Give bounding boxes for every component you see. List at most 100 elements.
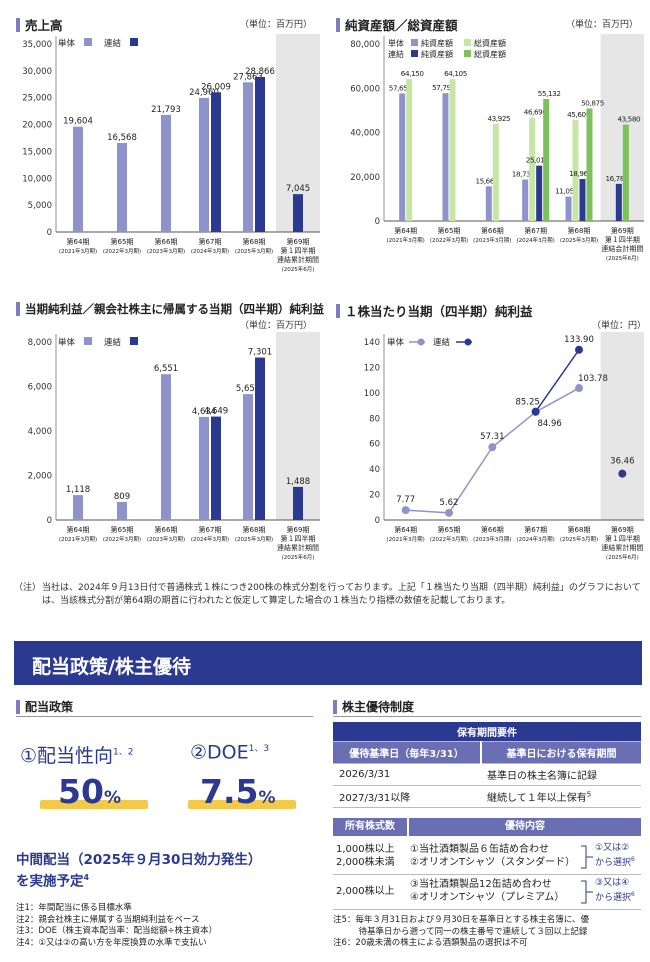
bar-single xyxy=(199,97,209,233)
bar-series-3 xyxy=(543,99,550,221)
data-label: 18,968 xyxy=(569,169,593,178)
y-tick-label: 2,000 xyxy=(28,472,52,482)
bar-consol xyxy=(293,486,303,520)
bar-single xyxy=(161,114,171,232)
payout-underline xyxy=(40,800,148,809)
x-tick-label: (2023年3月期) xyxy=(473,535,511,543)
dividend-notes: 注1：年間配当に係る目標水準 注2：親会社株主に帰属する当期純利益をベース 注3… xyxy=(16,903,218,948)
chart1-title: 売上高 xyxy=(16,15,63,34)
tier1-choice: ①又は② から選択6 xyxy=(595,843,635,868)
data-label: 21,793 xyxy=(151,105,181,115)
benefits-notes: 注5：毎年３月31日および９月30日を基準日とする株主名簿に、優 待基準日から遡… xyxy=(333,915,590,948)
y-tick-label: 20 xyxy=(369,491,380,501)
y-tick-label: 0 xyxy=(47,516,52,526)
doe-value: 7.5% xyxy=(200,772,276,811)
y-tick-label: 15,000 xyxy=(22,147,52,157)
y-tick-label: 20,000 xyxy=(350,173,380,183)
payout-ratio-label: ①配当性向1、2 xyxy=(20,745,134,767)
x-tick-label: (2025年6月) xyxy=(282,553,315,561)
content-head: 優待内容 xyxy=(409,818,641,836)
data-label: 43,580 xyxy=(617,115,641,124)
legend-marker-single xyxy=(417,338,425,346)
chart-note-mark: （注） xyxy=(14,583,42,593)
legend-marker-consol xyxy=(464,338,472,346)
row2-cond: 継続して１年以上保有5 xyxy=(481,785,641,808)
y-tick-label: 25,000 xyxy=(22,94,52,104)
x-tick-label: (2022年3月期) xyxy=(103,247,141,255)
legend-label: 純資産額 xyxy=(421,49,453,59)
bar-single xyxy=(117,143,127,232)
data-label: 103.78 xyxy=(578,374,608,384)
legend-swatch-single xyxy=(84,337,92,345)
x-tick-label: 第１四半期 xyxy=(605,235,640,244)
data-label: 4,634 xyxy=(192,407,216,417)
x-tick-label: 第64期 xyxy=(67,237,90,246)
data-label: 11,050 xyxy=(555,187,579,196)
x-tick-label: 連結累計期間 xyxy=(277,543,319,552)
chart4-unit: （単位：円） xyxy=(592,321,647,331)
section-banner: 配当政策/株主優待 xyxy=(14,641,642,685)
x-tick-label: (2022年3月期) xyxy=(430,236,468,244)
tier2-items: ③当社酒類製品12缶詰め合わせ ④オリオンTシャツ（プレミアム） xyxy=(410,879,565,903)
legend-label: 単体 xyxy=(58,337,76,348)
doe-underline xyxy=(188,800,296,809)
y-tick-label: 20,000 xyxy=(22,121,52,131)
x-tick-label: (2023年3月期) xyxy=(147,535,185,543)
x-tick-label: (2024年3月期) xyxy=(191,535,229,543)
data-label: 36.46 xyxy=(610,457,634,467)
y-tick-label: 10,000 xyxy=(22,174,52,184)
x-tick-label: 第64期 xyxy=(67,525,90,534)
benefits-heading: 株主優待制度 xyxy=(333,698,414,715)
x-tick-label: 第66期 xyxy=(481,525,504,534)
y-tick-label: 120 xyxy=(364,363,380,373)
legend-label: 総資産額 xyxy=(474,38,506,48)
x-tick-label: 第67期 xyxy=(524,226,547,235)
x-tick-label: 第65期 xyxy=(111,237,134,246)
data-point-single xyxy=(575,384,583,393)
x-tick-label: 第68期 xyxy=(568,525,591,534)
x-tick-label: 連結会計期間 xyxy=(601,244,643,253)
tier1-shares: 1,000株以上 2,000株未満 xyxy=(336,844,395,868)
data-label: 133.90 xyxy=(564,335,594,345)
x-tick-label: (2025年3月期) xyxy=(235,535,273,543)
y-tick-label: 0 xyxy=(375,217,380,227)
bar-series-3 xyxy=(586,108,593,221)
y-tick-label: 60 xyxy=(369,440,380,450)
legend-label: 連結 xyxy=(433,337,451,348)
data-label: 57.31 xyxy=(480,432,504,442)
x-tick-label: 第65期 xyxy=(438,226,461,235)
x-tick-label: (2021年3月期) xyxy=(387,236,425,244)
bar-series-1 xyxy=(529,117,536,221)
data-label: 15,669 xyxy=(475,176,499,185)
bar-series-0 xyxy=(399,93,406,221)
legend-label: 総資産額 xyxy=(474,49,506,59)
bar-series-1 xyxy=(572,120,579,221)
data-label: 4,649 xyxy=(204,407,228,417)
x-tick-label: 第66期 xyxy=(481,226,504,235)
x-tick-label: (2025年3月期) xyxy=(235,247,273,255)
y-tick-label: 8,000 xyxy=(28,338,52,348)
x-tick-label: (2023年3月期) xyxy=(473,236,511,244)
x-tick-label: (2022年3月期) xyxy=(430,535,468,543)
legend-label: 単体 xyxy=(387,337,405,348)
y-tick-label: 0 xyxy=(375,516,380,526)
x-tick-label: (2021年3月期) xyxy=(387,535,425,543)
legend-swatch-consol xyxy=(130,337,138,345)
legend-swatch-consol xyxy=(130,38,138,46)
bar-consol xyxy=(293,194,303,232)
data-label: 55,132 xyxy=(538,89,561,98)
bar-series-2 xyxy=(579,179,586,221)
bar-series-1 xyxy=(492,123,499,221)
bar-series-3 xyxy=(622,124,629,221)
holding-period-table: 保有期間要件 優待基準日（毎年3/31） 基準日における保有期間 2026/3/… xyxy=(333,722,641,808)
data-point-single xyxy=(445,508,453,517)
legend-swatch xyxy=(464,39,471,46)
dividend-heading: 配当政策 xyxy=(16,698,73,715)
data-label: 57,659 xyxy=(389,83,413,92)
data-label: 19,604 xyxy=(63,117,93,127)
assets-chart: 80,000 60,000 40,000 20,000 0 57,659 64,150 57,… xyxy=(350,34,644,262)
table-row: 2027/3/31以降 継続して１年以上保有5 xyxy=(333,785,641,808)
data-label: 6,551 xyxy=(154,364,178,374)
x-tick-label: 第65期 xyxy=(438,525,461,534)
x-tick-label: (2025年6月) xyxy=(282,265,315,273)
